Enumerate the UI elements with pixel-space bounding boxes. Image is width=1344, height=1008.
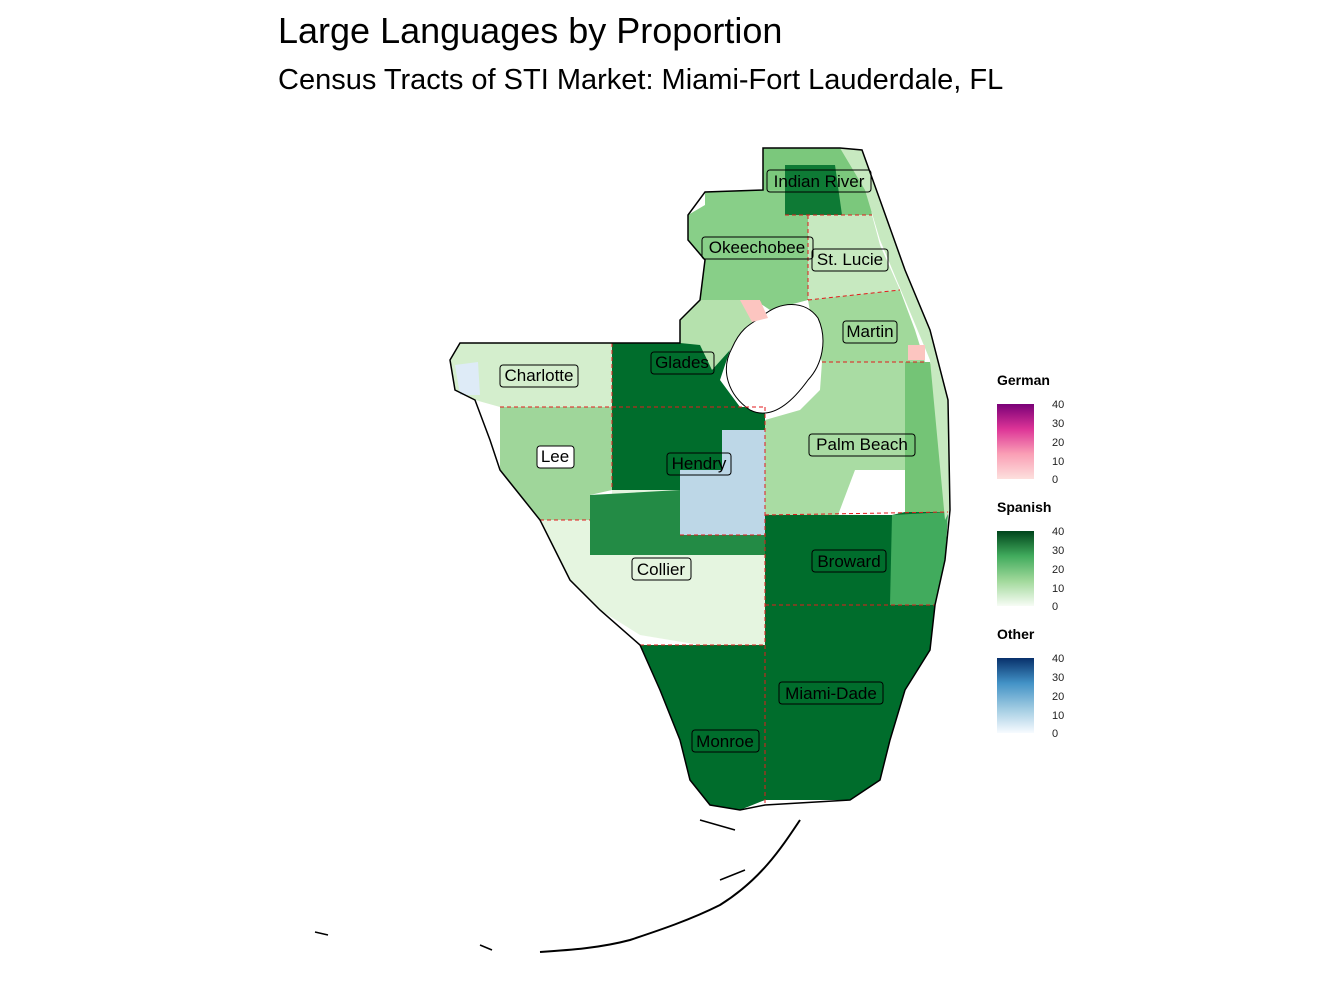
legend-tick: 40: [1052, 526, 1065, 538]
county-st-lucie: [808, 215, 900, 300]
label-text-indian-river: Indian River: [774, 172, 865, 191]
label-hendry: Hendry: [666, 452, 732, 476]
water-bodies: [725, 300, 925, 515]
label-text-glades: Glades: [655, 353, 709, 372]
legend-title-german: German: [997, 372, 1050, 388]
label-text-miami-dade: Miami-Dade: [785, 684, 877, 703]
label-palm-beach: Palm Beach: [808, 433, 916, 457]
label-text-martin: Martin: [846, 322, 893, 341]
county-glades-light: [680, 300, 768, 370]
map-subtitle: Census Tracts of STI Market: Miami-Fort …: [278, 64, 1004, 96]
label-glades: Glades: [650, 351, 715, 375]
legend-colorbar-other: [997, 658, 1034, 733]
legend-tick: 30: [1052, 545, 1065, 557]
legend-tick: 20: [1052, 437, 1065, 449]
label-lee: Lee: [536, 445, 575, 469]
legend-other: Other 40 30 20 10 0: [997, 626, 1107, 740]
label-okeechobee: Okeechobee: [701, 236, 814, 260]
county-shapes: [450, 148, 950, 810]
legend-colorbar-spanish: [997, 531, 1034, 606]
county-collier-east: [590, 490, 765, 555]
label-text-okeechobee: Okeechobee: [709, 238, 805, 257]
county-miami-dade: [765, 605, 935, 800]
label-text-lee: Lee: [541, 447, 569, 466]
label-broward: Broward: [811, 549, 887, 573]
legend-tick: 40: [1052, 653, 1065, 665]
legend-tick: 10: [1052, 583, 1065, 595]
label-text-broward: Broward: [817, 552, 880, 571]
legend-tick: 0: [1052, 474, 1059, 486]
county-indian-river-dark: [785, 165, 842, 215]
florida-keys: [539, 819, 801, 953]
legend-tick: 30: [1052, 672, 1065, 684]
legend-colorbar-german: [997, 404, 1034, 479]
label-st-lucie: St. Lucie: [811, 248, 889, 272]
county-coast-strip: [840, 148, 950, 520]
legend-tick: 20: [1052, 564, 1065, 576]
label-charlotte: Charlotte: [499, 364, 579, 388]
county-hendry-other: [680, 430, 765, 535]
county-monroe: [640, 645, 765, 810]
legend-tick: 40: [1052, 399, 1065, 411]
legend-title-other: Other: [997, 626, 1035, 642]
label-monroe: Monroe: [691, 729, 760, 753]
lake-okeechobee: [725, 304, 824, 414]
county-broward-coast: [890, 512, 948, 605]
legend-tick: 10: [1052, 456, 1065, 468]
label-text-collier: Collier: [637, 560, 686, 579]
legend-tick: 10: [1052, 710, 1065, 722]
county-okeechobee: [688, 190, 808, 310]
county-borders: [500, 214, 949, 805]
legend-tick: 20: [1052, 691, 1065, 703]
water-conservation-area: [838, 470, 905, 515]
legend-tick: 0: [1052, 601, 1059, 613]
legend-title-spanish: Spanish: [997, 499, 1052, 515]
coastline: [449, 147, 951, 811]
county-charlotte: [450, 343, 612, 407]
label-miami-dade: Miami-Dade: [778, 681, 884, 705]
county-charlotte-other: [455, 362, 480, 395]
label-text-charlotte: Charlotte: [505, 366, 574, 385]
pink-tract: [740, 300, 768, 322]
label-martin: Martin: [842, 320, 898, 344]
label-indian-river: Indian River: [766, 169, 872, 193]
legend-spanish: Spanish 40 30 20 10 0: [997, 499, 1107, 613]
label-text-st-lucie: St. Lucie: [817, 250, 883, 269]
label-text-palm-beach: Palm Beach: [816, 435, 908, 454]
pink-tract-2: [908, 345, 925, 360]
map-title: Large Languages by Proportion: [278, 10, 783, 51]
legend-tick: 0: [1052, 728, 1059, 740]
label-text-monroe: Monroe: [696, 732, 754, 751]
label-collier: Collier: [631, 557, 692, 581]
label-text-hendry: Hendry: [672, 454, 727, 473]
county-martin: [808, 290, 925, 362]
legend-german: German 40 30 20 10 0: [997, 372, 1107, 486]
county-labels: Indian River Okeechobee St. Lucie Martin…: [499, 169, 916, 753]
key-fragments: [314, 819, 746, 951]
legend-tick: 30: [1052, 418, 1065, 430]
